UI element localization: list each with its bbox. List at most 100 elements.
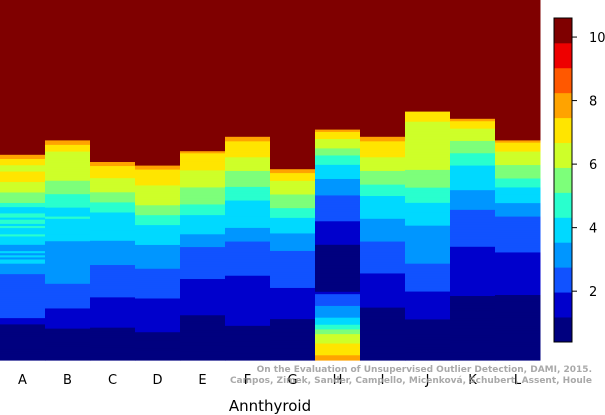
heatmap-cell	[135, 244, 181, 248]
heatmap-cell	[360, 280, 406, 284]
heatmap-cell	[270, 311, 316, 314]
heatmap-cell	[180, 242, 226, 246]
heatmap-cell	[90, 228, 136, 232]
heatmap-cell	[405, 235, 451, 239]
heatmap-cell	[0, 290, 46, 294]
heatmap-cell	[45, 245, 91, 249]
heatmap-cell	[90, 305, 136, 309]
heatmap-cell	[90, 311, 136, 315]
heatmap-cell	[270, 328, 316, 332]
heatmap-cell	[270, 307, 316, 310]
heatmap-cell	[45, 265, 91, 269]
heatmap-cell	[270, 237, 316, 240]
heatmap-cell	[180, 332, 226, 336]
heatmap-cell	[135, 312, 181, 315]
x-tick-label: B	[63, 373, 72, 388]
heatmap-cell	[450, 342, 496, 346]
heatmap-cell	[405, 306, 451, 310]
heatmap-top-block-D	[135, 0, 181, 167]
heatmap-cell	[225, 330, 271, 334]
heatmap-cell	[495, 180, 541, 184]
heatmap-cell	[45, 326, 91, 330]
heatmap-cell	[0, 355, 46, 359]
heatmap-cell	[180, 313, 226, 316]
heatmap-cell	[360, 159, 406, 163]
heatmap-cell	[495, 214, 541, 218]
heatmap-cell	[135, 233, 181, 236]
heatmap-cell	[45, 277, 91, 280]
heatmap-cell	[90, 224, 136, 228]
heatmap-cell	[180, 281, 226, 284]
heatmap-cell	[495, 310, 541, 314]
heatmap-cell	[135, 336, 181, 339]
heatmap-cell	[495, 207, 541, 211]
heatmap-cell	[90, 289, 136, 292]
heatmap-cell	[135, 254, 181, 258]
heatmap-cell	[495, 281, 541, 285]
heatmap-cell	[405, 187, 451, 191]
heatmap-cell	[45, 187, 91, 191]
heatmap-cell	[315, 315, 361, 319]
heatmap-cell	[360, 282, 406, 286]
heatmap-cell	[315, 268, 361, 272]
heatmap-cell	[135, 304, 181, 308]
x-axis-tick-labels: A B C D E F G H I J K L	[18, 373, 522, 388]
heatmap-cell	[360, 296, 406, 300]
heatmap-cell	[135, 308, 181, 312]
heatmap-cell	[315, 162, 361, 166]
heatmap-cell	[450, 328, 496, 332]
heatmap-cell	[450, 148, 496, 152]
heatmap-cell	[315, 249, 361, 253]
heatmap-cell	[450, 123, 496, 127]
heatmap-cell	[135, 338, 181, 341]
heatmap-cell	[90, 244, 136, 248]
heatmap-cell	[0, 343, 46, 346]
heatmap-cell	[315, 357, 361, 361]
heatmap-cell	[270, 225, 316, 229]
heatmap-cell	[45, 236, 91, 240]
heatmap-cell	[360, 287, 406, 290]
heatmap-cell	[315, 129, 361, 133]
heatmap-cell	[405, 223, 451, 227]
heatmap-cell	[495, 205, 541, 209]
heatmap-cell	[0, 357, 46, 361]
heatmap-cell	[180, 328, 226, 331]
heatmap-cell	[225, 268, 271, 272]
heatmap-cell	[135, 191, 181, 194]
heatmap-cell	[450, 249, 496, 253]
heatmap-cell	[0, 249, 46, 252]
heatmap-cell	[360, 273, 406, 277]
heatmap-cell	[405, 202, 451, 206]
heatmap-cell	[315, 209, 361, 213]
heatmap-cell	[0, 295, 46, 298]
heatmap-cell	[405, 142, 451, 146]
heatmap-cell	[225, 196, 271, 199]
heatmap-cell	[360, 246, 406, 249]
heatmap-cell	[135, 302, 181, 306]
heatmap-cell	[180, 336, 226, 340]
heatmap-cell	[90, 283, 136, 286]
heatmap-cell	[315, 242, 361, 246]
heatmap-cell	[450, 296, 496, 300]
heatmap-cell	[45, 191, 91, 195]
heatmap-cell	[225, 325, 271, 329]
heatmap-cell	[450, 177, 496, 181]
heatmap-cell	[225, 234, 271, 238]
heatmap-cell	[360, 170, 406, 174]
heatmap-top-block-F	[225, 0, 271, 138]
heatmap-cell	[450, 315, 496, 319]
heatmap-cell	[450, 229, 496, 233]
heatmap-cell	[360, 241, 406, 245]
heatmap-cell	[90, 323, 136, 327]
heatmap-cell	[225, 307, 271, 311]
heatmap-cell	[0, 217, 46, 221]
heatmap-cell	[135, 205, 181, 208]
heatmap-cell	[45, 303, 91, 307]
heatmap-cell	[225, 250, 271, 254]
heatmap-cell	[495, 353, 541, 357]
heatmap-cell	[45, 209, 91, 213]
heatmap-cell	[270, 200, 316, 203]
heatmap-cell	[225, 241, 271, 245]
heatmap-cell	[405, 136, 451, 141]
heatmap-cell	[225, 141, 271, 145]
